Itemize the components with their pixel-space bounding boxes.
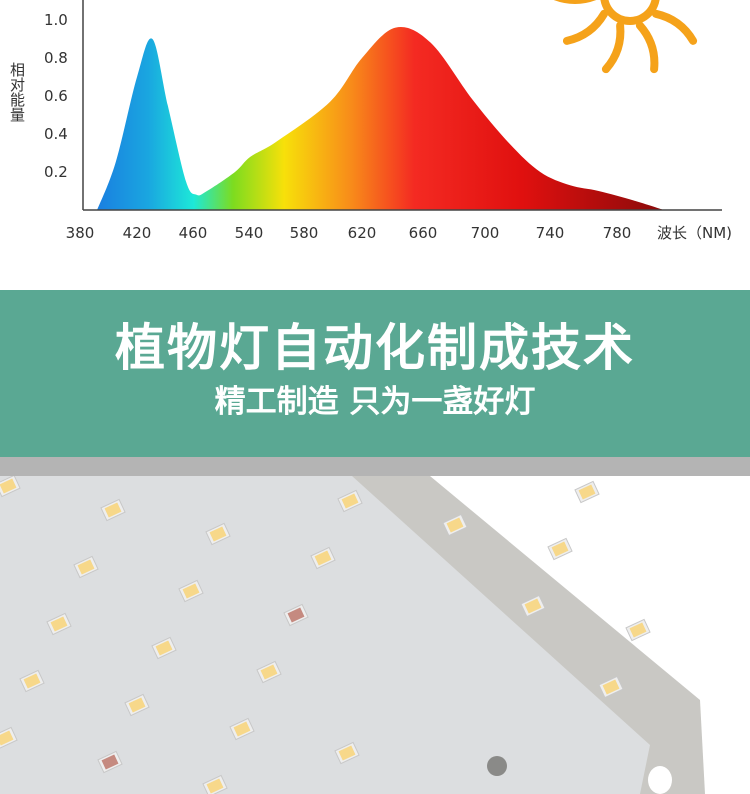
banner-subtitle: 精工制造 只为一盏好灯 bbox=[214, 384, 536, 420]
y-tick-label: 0.8 bbox=[44, 49, 68, 67]
led-chip bbox=[124, 693, 150, 717]
spectrum-chart: 0.2 0.4 0.6 0.8 1.0 380 420 460 540 580 620 660 700… bbox=[44, 0, 732, 242]
y-tick-label: 0.4 bbox=[44, 125, 68, 143]
x-tick-label: 420 bbox=[123, 224, 152, 242]
led-chip bbox=[337, 489, 363, 513]
banner-title: 植物灯自动化制成技术 bbox=[115, 319, 635, 377]
led-chip bbox=[625, 618, 651, 642]
led-board-photo bbox=[0, 476, 750, 794]
led-chip bbox=[0, 476, 21, 498]
divider-strip bbox=[0, 457, 750, 476]
led-chip bbox=[100, 498, 126, 522]
led-board bbox=[0, 476, 650, 794]
y-tick-label: 0.2 bbox=[44, 163, 68, 181]
led-chip bbox=[46, 612, 72, 636]
led-chip bbox=[151, 636, 177, 660]
screw bbox=[487, 756, 507, 776]
sun-icon bbox=[553, 0, 698, 74]
y-tick-label: 0.6 bbox=[44, 87, 68, 105]
led-chip bbox=[202, 774, 228, 794]
banner: 植物灯自动化制成技术 精工制造 只为一盏好灯 bbox=[0, 290, 750, 457]
y-axis-label: 相对能量 bbox=[8, 62, 26, 122]
led-chip bbox=[205, 522, 231, 546]
led-chip bbox=[334, 741, 360, 765]
x-tick-label: 580 bbox=[290, 224, 319, 242]
x-tick-label: 620 bbox=[348, 224, 377, 242]
x-tick-label: 740 bbox=[536, 224, 565, 242]
x-tick-label: 380 bbox=[66, 224, 95, 242]
led-chip bbox=[520, 594, 546, 618]
led-chip bbox=[0, 726, 18, 750]
x-tick-label: 460 bbox=[179, 224, 208, 242]
x-tick-label: 780 bbox=[603, 224, 632, 242]
led-chip bbox=[574, 480, 600, 504]
mount-hole bbox=[648, 766, 672, 794]
led-chip bbox=[229, 717, 255, 741]
led-chip bbox=[310, 546, 336, 570]
led-chip bbox=[19, 669, 45, 693]
x-tick-label: 700 bbox=[471, 224, 500, 242]
spectrum-area bbox=[97, 27, 664, 211]
led-chip bbox=[442, 513, 468, 537]
led-chip bbox=[283, 603, 309, 627]
x-tick-label: 540 bbox=[235, 224, 264, 242]
led-chip bbox=[178, 579, 204, 603]
led-chip bbox=[256, 660, 282, 684]
led-chip bbox=[598, 675, 624, 699]
led-chip bbox=[97, 750, 123, 774]
led-chip bbox=[73, 555, 99, 579]
y-tick-label: 1.0 bbox=[44, 11, 68, 29]
x-tick-label: 660 bbox=[409, 224, 438, 242]
led-chip bbox=[547, 537, 573, 561]
x-axis-label: 波长（NM) bbox=[657, 224, 732, 242]
